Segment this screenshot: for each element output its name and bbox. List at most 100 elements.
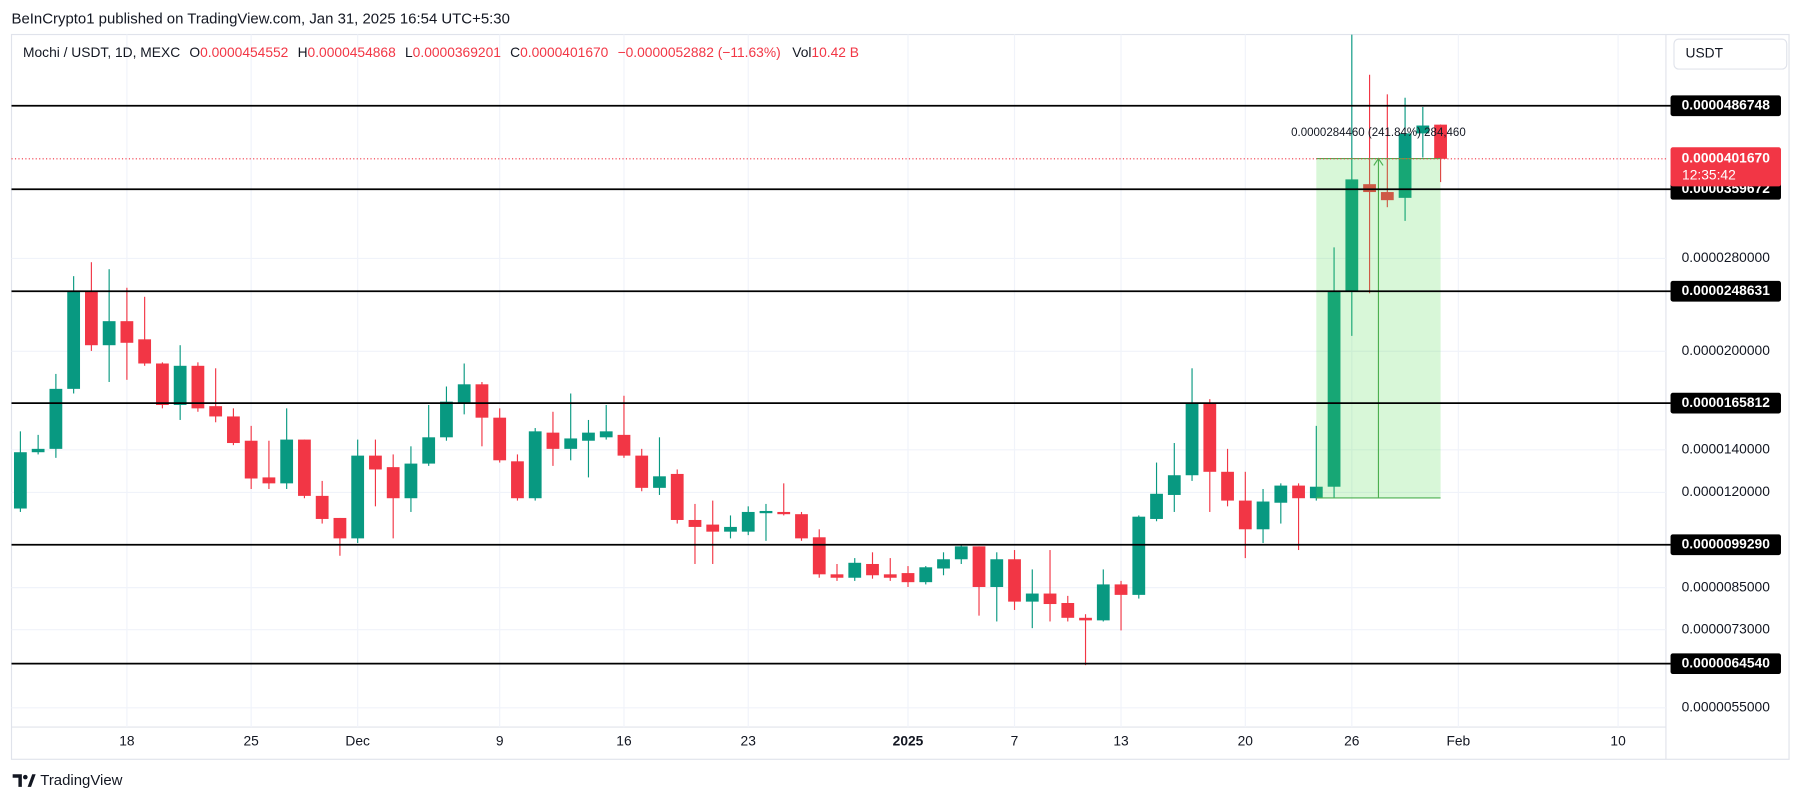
candle-body [830,574,844,578]
x-tick-label: 2025 [893,734,924,749]
candle-body [1096,584,1110,621]
candle-body [937,559,950,569]
candle-body [866,563,879,576]
candle-body [280,439,294,484]
legend: Mochi / USDT, 1D, MEXC O0.0000454552 H0.00… [23,45,859,60]
candle-body [582,432,595,441]
logo: TradingView [40,772,122,789]
x-tick-label: 18 [119,734,135,749]
candle-body [1061,602,1075,618]
change: −0.0000052882 (−11.63%) [618,45,781,60]
candle-body [617,434,631,456]
candle-body [49,388,63,449]
last-price-label: 0.0000401670 [1682,150,1771,165]
x-tick-label: 16 [616,734,632,749]
candle-body [262,477,276,484]
candle-body [1167,475,1181,495]
candle-body [315,495,329,519]
level-label-box [1670,653,1781,675]
countdown: 12:35:42 [1682,168,1736,183]
ohlc-value: 0.0000401670 [520,45,609,60]
candle-body [653,476,666,488]
candle-body [156,363,169,405]
candle-body [138,339,152,364]
plot [13,34,1447,666]
candle-body [120,321,134,343]
y-tick-label: 0.0000280000 [1682,250,1771,265]
last-price-box [1670,147,1781,187]
ohlc-key: L [405,45,413,60]
candle-body [1150,493,1163,519]
candle-body [1132,516,1146,595]
candle-body [635,455,649,488]
level-label: 0.0000099290 [1682,536,1771,551]
x-tick-label: 23 [741,734,757,749]
x-tick-label: 13 [1113,734,1129,749]
level-label: 0.0000064540 [1682,655,1771,670]
level-label-box [1670,95,1781,117]
overlay: 0.00004867480.00003596720.00002486310.00… [11,95,1781,675]
candle-body [191,365,205,409]
candle-body [1079,617,1092,621]
candle-body [404,463,418,499]
y-tick-label: 0.0000073000 [1682,621,1771,636]
candle-body [901,573,915,583]
volume-key: Vol [792,45,811,60]
candle-body [795,514,808,539]
candle-body [422,437,436,464]
candle-body [244,440,258,479]
candle-body [812,537,826,575]
candle-body [1380,192,1394,201]
candle-body [1345,179,1359,292]
candle-body [31,448,45,453]
candle-body [1309,486,1323,499]
candle-body [528,431,542,499]
candle-body [298,439,311,496]
candle-body [670,473,684,520]
candle-body [386,467,400,499]
x-tick-label: 9 [496,734,504,749]
grid: 0.0000055000 0.0000073000 0.0000085000 0.00… [11,34,1771,749]
currency[interactable]: USDT [1685,46,1723,61]
candle-body [1398,133,1412,198]
volume: 10.42 B [811,45,859,60]
candle-body [919,567,933,583]
candle-body [102,321,116,346]
candle-body [1238,500,1252,530]
candle-body [599,431,613,438]
symbol: Mochi / USDT, 1D, MEXC [23,45,180,60]
y-tick-label: 0.0000055000 [1682,699,1771,714]
y-tick-label: 0.0000140000 [1682,441,1771,456]
candle-body [457,384,471,403]
x-tick-label: 10 [1610,734,1626,749]
candle-body [227,416,240,444]
ohlc-value: 0.0000369201 [413,45,501,60]
x-tick-label: Feb [1446,734,1470,749]
candle-body [351,455,365,539]
currency-button[interactable] [1673,38,1788,70]
candle-body [475,384,489,418]
y-tick-label: 0.0000200000 [1682,343,1771,358]
candle-body [173,365,187,405]
logo-icon [12,774,36,787]
candle-body [1043,593,1057,605]
candle-body [972,546,986,587]
ohlc-value: 0.0000454552 [200,45,288,60]
level-label-box [1670,534,1781,556]
level-label-box [1670,280,1781,302]
x-tick-label: 20 [1238,734,1254,749]
x-tick-label: Dec [345,734,370,749]
ohlc-value: 0.0000454868 [308,45,397,60]
candle-body [848,562,862,578]
candle-body [759,510,773,514]
ohlc-key: H [298,45,308,60]
candle-body [1274,485,1288,503]
x-tick-label: 26 [1344,734,1360,749]
x-tick-label: 7 [1011,734,1019,749]
candle-body [1434,124,1447,159]
candle-body [741,511,755,532]
candle-body [85,291,98,346]
y-tick-label: 0.0000120000 [1682,484,1771,499]
